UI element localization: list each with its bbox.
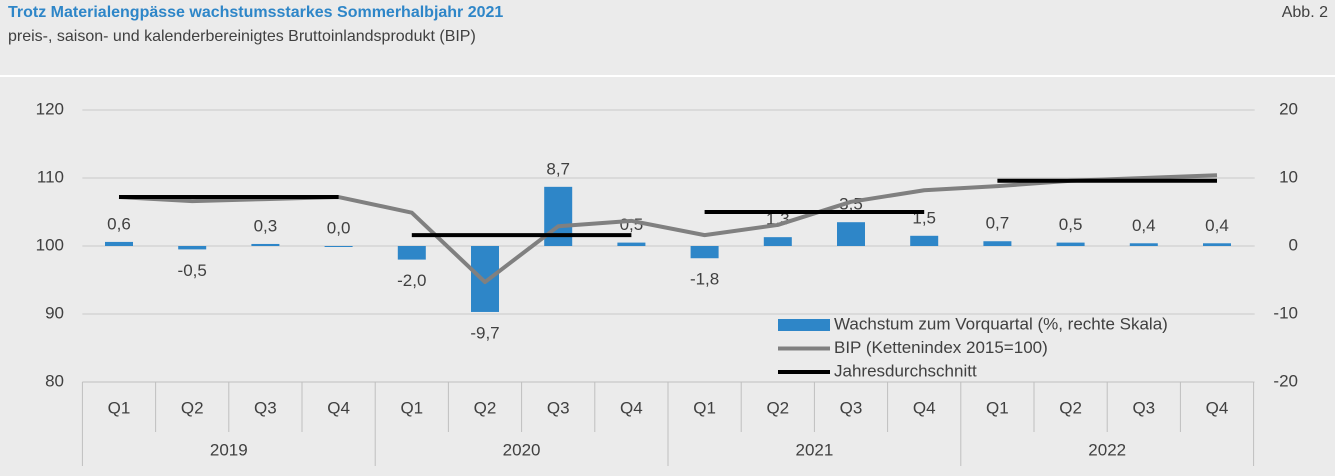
data-label: 8,7 xyxy=(546,159,570,178)
bar xyxy=(763,237,792,246)
year-label: 2019 xyxy=(210,440,248,459)
y2-tick-label: -10 xyxy=(1273,303,1298,322)
y-tick-label: 100 xyxy=(36,235,64,254)
x-tick-label: Q1 xyxy=(693,398,716,417)
legend-swatch xyxy=(778,319,830,331)
y2-tick-label: 0 xyxy=(1289,235,1298,254)
x-tick-label: Q3 xyxy=(840,398,863,417)
data-label: 0,3 xyxy=(254,216,278,235)
data-label: -9,7 xyxy=(470,323,499,342)
x-tick-label: Q4 xyxy=(327,398,350,417)
y2-tick-label: 20 xyxy=(1279,99,1298,118)
x-tick-label: Q2 xyxy=(766,398,789,417)
y2-tick-label: 10 xyxy=(1279,167,1298,186)
data-label: 0,7 xyxy=(986,214,1010,233)
bar xyxy=(105,241,133,246)
y-tick-label: 110 xyxy=(37,167,64,186)
x-tick-label: Q3 xyxy=(254,398,277,417)
data-label: 0,6 xyxy=(107,214,131,233)
bar xyxy=(837,222,865,246)
bar xyxy=(910,235,939,246)
y2-tick-label: -20 xyxy=(1273,371,1298,390)
y-tick-label: 90 xyxy=(45,303,64,322)
bar xyxy=(178,246,207,250)
data-label: -0,5 xyxy=(178,261,207,280)
x-tick-label: Q4 xyxy=(913,398,936,417)
data-label: 0,5 xyxy=(1059,215,1083,234)
x-tick-label: Q4 xyxy=(1206,398,1229,417)
data-label: -1,8 xyxy=(690,270,719,289)
x-tick-label: Q1 xyxy=(108,398,131,417)
x-tick-label: Q3 xyxy=(547,398,570,417)
bar xyxy=(544,186,573,246)
y-tick-label: 120 xyxy=(36,99,64,118)
bar xyxy=(690,246,719,259)
bar xyxy=(324,246,353,247)
data-label: 0,0 xyxy=(327,218,351,237)
bar xyxy=(471,246,499,312)
data-label: 0,4 xyxy=(1132,216,1156,235)
x-tick-label: Q2 xyxy=(181,398,204,417)
x-tick-label: Q3 xyxy=(1132,398,1155,417)
year-label: 2020 xyxy=(503,440,541,459)
chart-subtitle: preis-, saison- und kalenderbereinigtes … xyxy=(8,28,476,45)
bar xyxy=(617,242,646,246)
x-tick-label: Q4 xyxy=(620,398,643,417)
y-tick-label: 80 xyxy=(45,371,64,390)
year-label: 2022 xyxy=(1088,440,1126,459)
chart-title: Trotz Materialengpässe wachstumsstarkes … xyxy=(8,4,503,21)
x-tick-label: Q1 xyxy=(986,398,1009,417)
figure-label: Abb. 2 xyxy=(1282,4,1328,21)
bar xyxy=(397,246,426,260)
bar xyxy=(1203,243,1231,246)
legend-label: BIP (Kettenindex 2015=100) xyxy=(834,338,1048,357)
x-tick-label: Q2 xyxy=(474,398,497,417)
bar xyxy=(983,241,1012,246)
x-tick-label: Q1 xyxy=(400,398,423,417)
data-label: 0,5 xyxy=(620,215,644,234)
bar xyxy=(1056,242,1085,246)
legend-label: Jahresdurchschnitt xyxy=(834,361,977,380)
bar xyxy=(251,243,280,246)
legend-label: Wachstum zum Vorquartal (%, rechte Skala… xyxy=(834,314,1168,333)
data-label: -2,0 xyxy=(397,271,426,290)
data-label: 0,4 xyxy=(1205,216,1229,235)
bar xyxy=(1129,243,1158,246)
x-tick-label: Q2 xyxy=(1059,398,1082,417)
year-label: 2021 xyxy=(795,440,833,459)
